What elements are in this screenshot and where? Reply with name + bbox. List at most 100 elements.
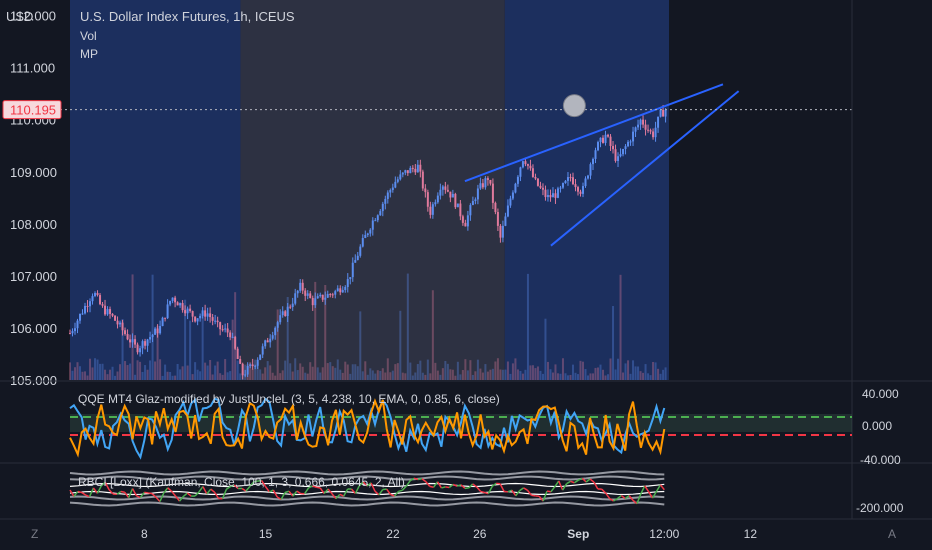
rbci-segment xyxy=(210,488,216,493)
rbci-segment xyxy=(616,494,622,500)
currency-label: USD xyxy=(6,9,33,24)
candle-73 xyxy=(251,364,254,367)
candle-124 xyxy=(379,211,382,216)
candle-72 xyxy=(249,364,252,366)
candle-150 xyxy=(444,186,447,190)
candle-135 xyxy=(406,170,409,174)
rbci-segment xyxy=(593,481,599,490)
rbci-segment xyxy=(433,481,439,488)
candle-232 xyxy=(649,130,652,132)
z-button[interactable]: Z xyxy=(31,527,38,541)
rbci-segment xyxy=(155,496,161,503)
volume-bar-72 xyxy=(249,362,252,380)
candle-49 xyxy=(191,311,194,317)
rbci-segment xyxy=(644,485,650,493)
candle-226 xyxy=(634,127,637,132)
volume-bar-236 xyxy=(659,373,662,380)
rbci-segment xyxy=(562,483,568,491)
main-pane[interactable] xyxy=(0,0,852,380)
rbci-segment xyxy=(116,490,122,495)
candle-98 xyxy=(314,298,317,306)
auto-button[interactable]: A xyxy=(888,527,896,541)
candle-219 xyxy=(617,156,620,161)
trendline-1[interactable] xyxy=(550,90,740,247)
candle-136 xyxy=(409,167,412,174)
candle-172 xyxy=(499,225,502,238)
rbci-segment xyxy=(206,488,212,495)
rbci-pane[interactable]: RBCI [Loxx] (Kaufman, Close, 100, 1, 3, … xyxy=(69,470,904,516)
rbci-segment xyxy=(436,481,443,489)
rbci-segment xyxy=(131,488,138,497)
candle-189 xyxy=(541,187,544,190)
candle-145 xyxy=(431,204,434,215)
candle-115 xyxy=(356,255,359,261)
candle-58 xyxy=(214,320,217,322)
rbci-label[interactable]: RBCI [Loxx] (Kaufman, Close, 100, 1, 3, … xyxy=(78,475,405,489)
candle-37 xyxy=(161,317,164,327)
qqe-label[interactable]: QQE MT4 Glaz-modified by JustUncleL (3, … xyxy=(78,392,500,406)
marker-0[interactable] xyxy=(562,94,586,118)
rbci-segment xyxy=(421,478,427,483)
time-axis[interactable]: 8 15 22 26 Sep 12:00 12 xyxy=(141,527,757,541)
volume-bar-106 xyxy=(334,367,337,380)
wedge-trendlines[interactable] xyxy=(464,83,740,247)
volume-bar-87 xyxy=(286,297,289,380)
rbci-segment xyxy=(327,488,333,495)
price-tick-1: 111.000 xyxy=(10,61,55,76)
volume-bar-28 xyxy=(139,361,142,380)
overlay-mp[interactable]: MP xyxy=(80,47,98,61)
candle-211 xyxy=(597,142,600,151)
volume-bar-176 xyxy=(509,373,512,380)
volume-bar-180 xyxy=(519,371,522,380)
candle-119 xyxy=(366,233,369,235)
candle-5 xyxy=(81,313,84,315)
candle-10 xyxy=(94,293,97,297)
candle-97 xyxy=(311,297,314,306)
rbci-segment xyxy=(214,491,220,499)
candle-112 xyxy=(349,277,352,280)
volume-bar-232 xyxy=(649,375,652,380)
candle-173 xyxy=(501,225,504,238)
chart-title[interactable]: U.S. Dollar Index Futures, 1h, ICEUS xyxy=(80,9,295,24)
rbci-band-3 xyxy=(69,490,665,496)
volume-bar-197 xyxy=(561,358,564,380)
candle-51 xyxy=(196,318,199,322)
rbci-segment xyxy=(573,479,579,484)
rbci-segment xyxy=(558,480,564,491)
candle-31 xyxy=(146,339,149,346)
rbci-segment xyxy=(374,490,380,496)
volume-bar-27 xyxy=(136,360,139,380)
rbci-segment xyxy=(409,477,415,482)
scale-toggle-left[interactable]: Z xyxy=(31,527,38,541)
volume-bar-12 xyxy=(99,363,102,380)
candle-2 xyxy=(74,328,77,332)
rbci-segment xyxy=(350,488,356,494)
volume-bar-75 xyxy=(256,362,259,380)
qqe-pane[interactable]: QQE MT4 Glaz-modified by JustUncleL (3, … xyxy=(69,387,901,467)
candle-104 xyxy=(329,294,332,296)
candle-126 xyxy=(384,198,387,204)
rbci-segment xyxy=(526,489,532,496)
candle-192 xyxy=(549,195,552,198)
scale-toggle-right[interactable]: A xyxy=(888,527,896,541)
trendline-0[interactable] xyxy=(464,83,724,183)
rbci-segment xyxy=(507,489,513,493)
circle-marker[interactable] xyxy=(562,94,586,118)
rbci-segment xyxy=(249,481,255,487)
rbci-segment xyxy=(269,489,274,493)
volume-bar-202 xyxy=(574,372,577,380)
volume-bar-124 xyxy=(379,370,382,380)
volume-bar-131 xyxy=(396,363,399,380)
volume-bar-135 xyxy=(406,273,409,380)
volume-bar-0 xyxy=(69,362,71,380)
volume-bar-170 xyxy=(494,361,497,380)
overlay-vol[interactable]: Vol xyxy=(80,29,97,43)
candle-175 xyxy=(506,205,509,217)
rbci-segment xyxy=(585,478,591,483)
volume-bar-230 xyxy=(644,364,647,380)
volume-bar-190 xyxy=(544,318,547,380)
candle-19 xyxy=(116,320,119,325)
candle-83 xyxy=(276,322,279,328)
candle-11 xyxy=(96,293,99,296)
candle-197 xyxy=(561,183,564,188)
